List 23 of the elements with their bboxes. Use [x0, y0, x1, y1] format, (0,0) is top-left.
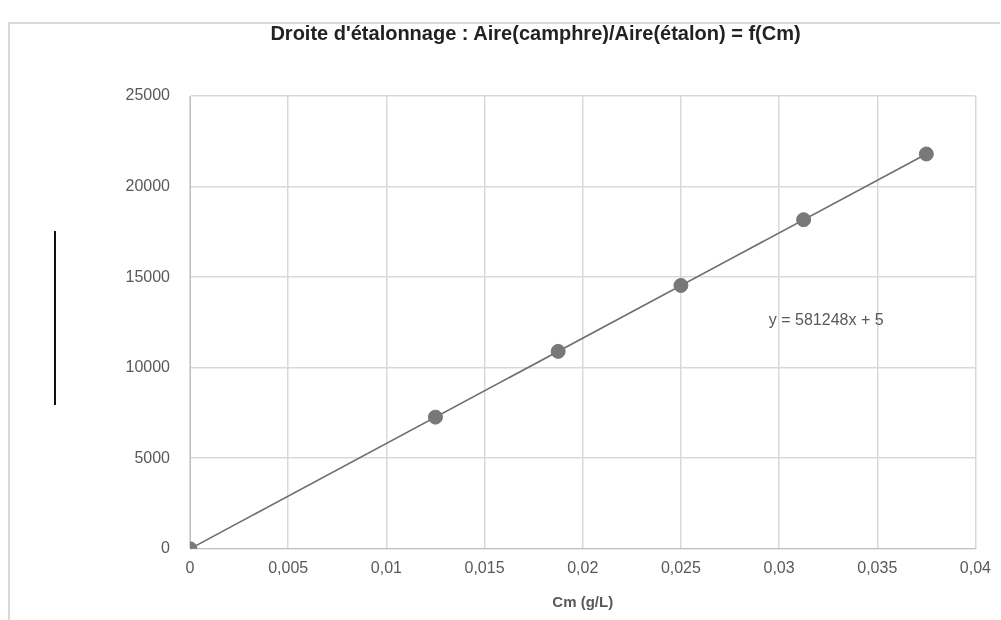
x-tick-label: 0,04	[959, 558, 992, 576]
point	[427, 409, 443, 425]
x-tick-label: 0,01	[370, 558, 403, 576]
x-tick-label: 0,03	[763, 558, 795, 576]
y-tick-label: 10000	[125, 358, 171, 376]
y-tick-label: 0	[161, 539, 171, 557]
chart-title: Droite d'étalonnage : Aire(camphre)/Aire(étalon) = f(Cm)	[270, 21, 801, 44]
x-tick-label: 0,02	[567, 558, 599, 576]
y-tick-label: 15000	[125, 267, 171, 285]
x-tick-label: 0	[185, 558, 195, 576]
y-tick-label: 5000	[134, 448, 171, 466]
point	[550, 343, 566, 359]
y-tick-label: 25000	[125, 86, 171, 104]
x-axis-title: Cm (g/L)	[552, 593, 614, 611]
point	[673, 277, 689, 293]
point	[796, 212, 812, 228]
y-tick-label: 20000	[125, 176, 171, 194]
x-tick-label: 0,015	[464, 558, 505, 576]
x-tick-label: 0,035	[857, 558, 898, 576]
x-tick-label: 0,025	[660, 558, 702, 576]
point	[918, 146, 934, 162]
annotation: y = 581248x + 5	[768, 310, 884, 328]
x-tick-label: 0,005	[268, 558, 309, 576]
